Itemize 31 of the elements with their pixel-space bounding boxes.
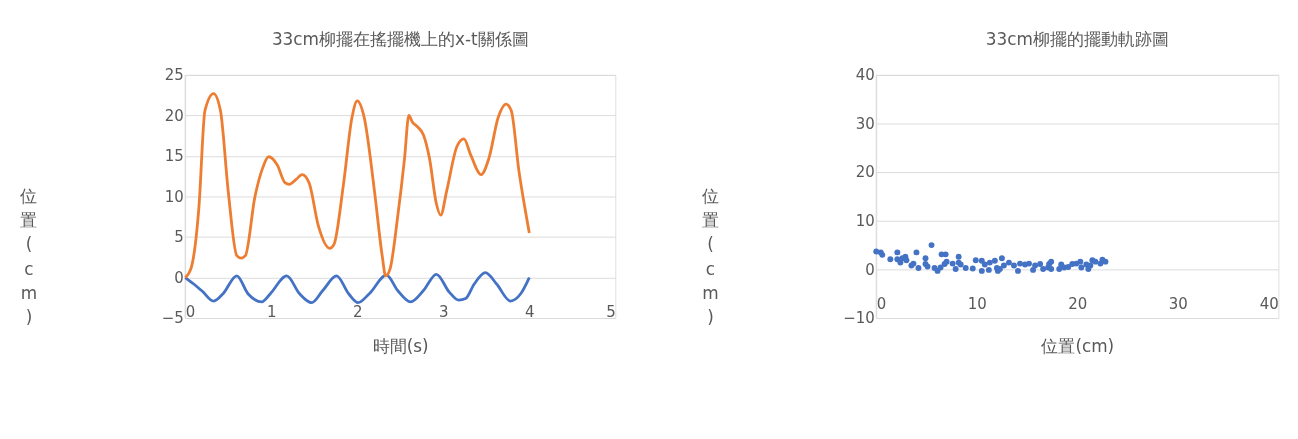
y-tick-label: −5 — [161, 309, 184, 328]
y-tick-label: 20 — [164, 106, 184, 125]
chart-title: 33cm柳擺的擺動軌跡圖 — [985, 28, 1169, 49]
chart-title: 33cm柳擺在搖擺機上的x-t關係圖 — [271, 28, 529, 49]
y-tick-label: 0 — [865, 260, 875, 279]
x-tick-label: 5 — [606, 302, 616, 321]
x-tick-label: 2 — [352, 302, 363, 321]
x-tick-label: 0 — [876, 294, 887, 313]
x-axis-title: 時間(s) — [372, 336, 429, 357]
y-tick-label: 40 — [855, 66, 875, 85]
y-tick-label: 0 — [174, 268, 184, 287]
y-axis-title: 位置(cm) — [20, 185, 38, 328]
y-axis-title: 位置(cm) — [701, 185, 719, 328]
x-tick-label: 20 — [1068, 294, 1088, 313]
y-tick-label: 5 — [174, 228, 184, 247]
x-tick-label: 10 — [967, 294, 987, 313]
x-tick-label: 3 — [438, 302, 449, 321]
x-tick-label: 40 — [1259, 294, 1279, 313]
y-tick-label: 10 — [164, 187, 184, 206]
line-series — [183, 92, 531, 279]
x-tick-label: 30 — [1168, 294, 1188, 313]
x-tick-label: 1 — [266, 302, 277, 321]
y-tick-label: 10 — [855, 211, 875, 230]
y-tick-label: 30 — [855, 114, 875, 133]
x-tick-label: 4 — [525, 302, 535, 321]
y-tick-label: 25 — [164, 66, 184, 85]
line-series — [183, 271, 531, 305]
y-tick-label: −10 — [843, 309, 875, 328]
x-axis-title: 位置(cm) — [1041, 336, 1115, 357]
y-tick-label: 20 — [855, 163, 875, 182]
y-tick-label: 15 — [164, 147, 184, 166]
